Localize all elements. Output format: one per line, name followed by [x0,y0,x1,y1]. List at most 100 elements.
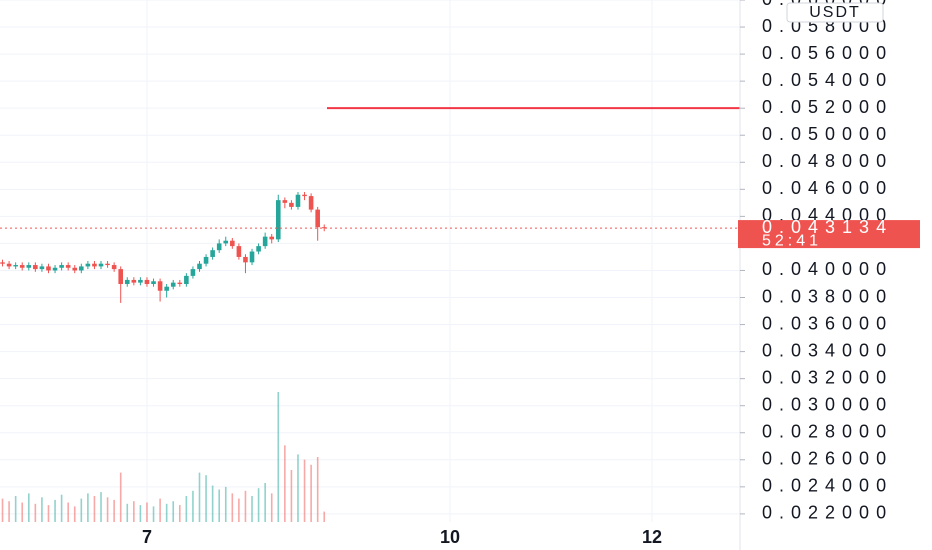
volume-bar [27,493,30,522]
volume-bar [172,501,175,522]
volume-bar [34,503,37,522]
volume-bar [303,459,306,522]
volume-bar [113,499,115,522]
candle-body [243,256,248,263]
unit-box [786,2,884,23]
candle-body [210,250,215,257]
candle-body [124,279,130,284]
y-tick-label: 0.048000 [762,151,893,171]
volume-bar [251,496,253,522]
volume-bar [152,506,155,522]
volume-bar [290,470,293,522]
volume-bar [192,490,194,522]
candle-body [39,266,45,270]
candle-body [236,246,242,257]
candle-body [295,194,301,207]
y-tick-label: 0.050000 [762,124,893,144]
candle-body [256,246,261,252]
volume-bar [270,493,273,522]
volume-bar [218,489,220,522]
volume-bar [60,494,63,522]
volume-bar [41,497,43,522]
x-tick-label: 10 [440,527,460,547]
candle-body [308,196,314,210]
volume-bar [310,464,312,522]
x-tick-label: 7 [142,527,152,547]
candle-body [19,265,25,268]
volume-bar [185,496,188,522]
candle-body [26,265,32,268]
volume-bar [100,492,102,522]
candle-body [92,263,97,267]
volume-bar [1,498,4,522]
candle-body [203,256,209,264]
candle-body [65,265,71,268]
candle-body [151,281,156,284]
candle-body [275,200,281,240]
candle-body [72,267,78,271]
candle-body [223,240,229,244]
candle-body [164,286,169,291]
candle-body [6,263,12,267]
volume-bar [284,445,286,522]
volume-bar [244,490,247,522]
candle-body [144,279,150,284]
volume-bar [87,493,89,522]
volume-bar [211,485,214,522]
volume-bar [238,498,240,522]
y-tick-label: 0.026000 [762,449,893,469]
volume-bar [224,486,227,522]
volume-bar [126,503,129,522]
candle-body [98,263,104,267]
candle-body [230,240,235,247]
candle-body [282,200,288,203]
candle-body [79,266,84,271]
y-tick-label: 0.032000 [762,367,893,387]
candle-body [131,279,137,283]
volume-bar [316,457,319,522]
unit-label: USDT [809,4,861,21]
candle-body [118,269,124,284]
volume-bar [8,501,10,522]
candle-body [59,265,64,268]
candle-body [197,263,202,270]
volume-bar [205,475,207,522]
candle-body [33,265,38,270]
countdown-label: 52:41 [762,232,822,249]
candle-body [138,279,143,283]
volume-bar [277,392,280,522]
volume-bar [146,502,148,522]
last-price-box [738,220,920,249]
y-tick-label: 0.038000 [762,286,893,306]
candle-body [190,269,196,276]
candle-body [302,194,307,197]
volume-bar [73,506,76,522]
candle-body [111,265,117,270]
volume-bar [119,472,122,522]
volume-bar [47,505,50,522]
y-tick-label: 0.036000 [762,313,893,333]
price-axis [740,0,932,550]
volume-bar [106,497,109,522]
candle-body [262,236,268,247]
candle-body [315,209,320,228]
last-price-label: 0.043134 [762,217,893,237]
candle-body [184,275,189,284]
y-tick-label: 0.054000 [762,70,893,90]
volume-bar [257,488,260,522]
candle-body [249,251,255,263]
volume-bar [80,498,83,522]
y-tick-label: 0.040000 [762,259,893,279]
volume-bar [297,454,299,522]
volume-bar [139,505,142,522]
candle-body [52,267,58,271]
candle-body [13,265,18,267]
volume-bar [323,511,326,522]
candle-body [46,266,51,271]
candle-body [170,282,176,287]
volume-bar [159,498,161,522]
candle-body [269,236,275,240]
volume-bar [198,472,201,522]
candle-body [177,282,183,284]
volume-bar [133,501,135,522]
